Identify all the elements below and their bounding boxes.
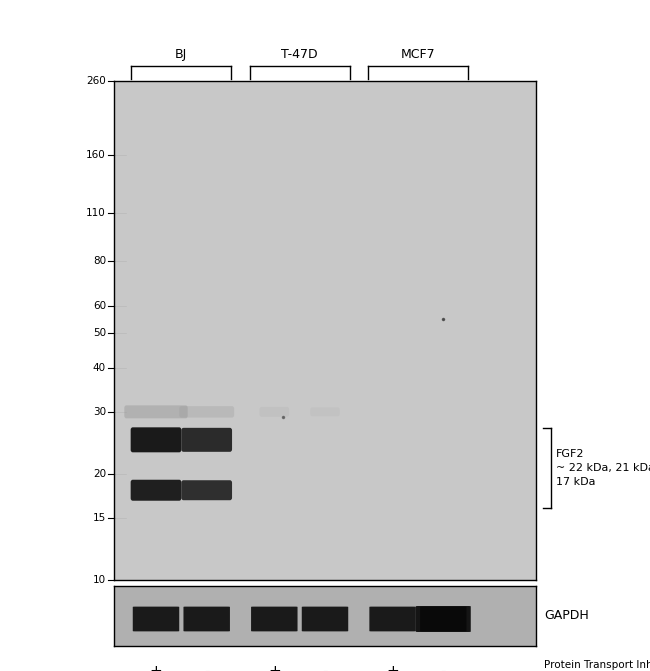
FancyBboxPatch shape (251, 607, 298, 631)
Text: 10: 10 (93, 576, 106, 585)
Text: -: - (322, 664, 328, 671)
Text: 160: 160 (86, 150, 106, 160)
Text: 20: 20 (93, 469, 106, 479)
Text: -: - (204, 664, 209, 671)
FancyBboxPatch shape (131, 480, 181, 501)
Text: -: - (441, 664, 446, 671)
FancyBboxPatch shape (420, 607, 467, 631)
Text: +: + (386, 664, 399, 671)
Text: BJ: BJ (176, 48, 187, 61)
FancyBboxPatch shape (179, 406, 234, 417)
FancyBboxPatch shape (416, 606, 471, 632)
Text: 80: 80 (93, 256, 106, 266)
Text: +: + (150, 664, 162, 671)
Text: FGF2
~ 22 kDa, 21 kDa,
17 kDa: FGF2 ~ 22 kDa, 21 kDa, 17 kDa (556, 449, 650, 487)
Text: +: + (268, 664, 281, 671)
FancyBboxPatch shape (181, 480, 232, 500)
Text: 50: 50 (93, 329, 106, 338)
FancyBboxPatch shape (181, 428, 232, 452)
Text: 110: 110 (86, 207, 106, 217)
Text: 40: 40 (93, 363, 106, 372)
Text: 15: 15 (93, 513, 106, 523)
Text: T-47D: T-47D (281, 48, 318, 61)
FancyBboxPatch shape (302, 607, 348, 631)
FancyBboxPatch shape (369, 607, 416, 631)
FancyBboxPatch shape (133, 607, 179, 631)
Text: 60: 60 (93, 301, 106, 311)
Text: 260: 260 (86, 76, 106, 85)
FancyBboxPatch shape (131, 427, 181, 452)
FancyBboxPatch shape (183, 607, 230, 631)
Text: GAPDH: GAPDH (544, 609, 589, 623)
Text: 30: 30 (93, 407, 106, 417)
FancyBboxPatch shape (124, 405, 188, 418)
FancyBboxPatch shape (310, 407, 340, 416)
Text: MCF7: MCF7 (400, 48, 436, 61)
Text: Protein Transport Inhibitor (PTI): Protein Transport Inhibitor (PTI) (544, 660, 650, 670)
FancyBboxPatch shape (259, 407, 289, 417)
